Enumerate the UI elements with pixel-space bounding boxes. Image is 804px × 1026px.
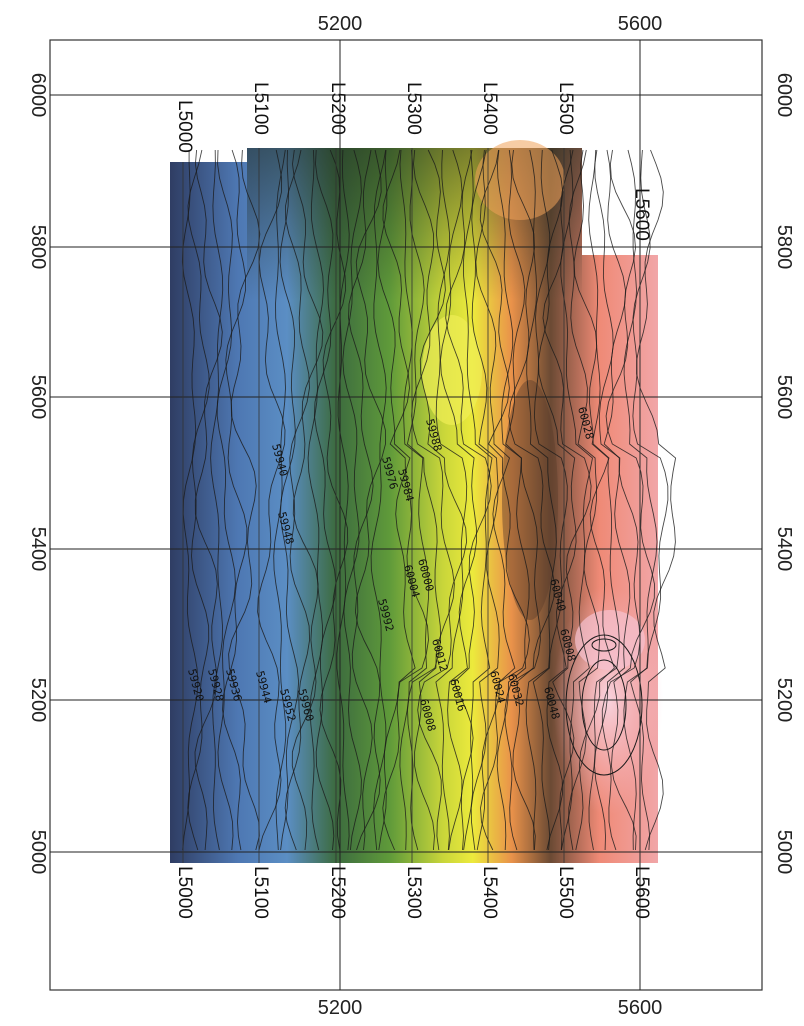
northing-tick-left: 5000 <box>27 830 49 875</box>
contour-line <box>496 149 530 851</box>
contour-line <box>594 149 631 851</box>
easting-tick-bottom: 5600 <box>618 997 663 1019</box>
contour-line <box>417 149 468 851</box>
contour-line <box>504 149 541 851</box>
contour-line <box>479 149 530 851</box>
contour-line <box>336 149 350 851</box>
contour-line <box>470 149 500 851</box>
contour-line <box>445 149 492 851</box>
survey-line-label-top: L5300 <box>403 82 424 135</box>
survey-line-label-top: L5400 <box>479 82 500 135</box>
survey-line-label-top: L5500 <box>555 82 576 135</box>
easting-tick-top: 5200 <box>318 13 363 35</box>
northing-tick-right: 5800 <box>773 225 795 270</box>
contour-line <box>588 149 620 851</box>
contour-line <box>411 149 455 851</box>
contour-line <box>257 149 286 851</box>
map-frame <box>49 39 763 991</box>
contour-line-closed <box>581 659 627 751</box>
survey-line-label-top: L5100 <box>250 82 271 135</box>
survey-line-label-bottom: L5100 <box>250 866 271 919</box>
survey-line-label-bottom: L5400 <box>479 866 500 919</box>
survey-line-label-bottom: L5600 <box>631 866 652 919</box>
contour-line <box>377 149 416 851</box>
survey-line-label-top: L5600 <box>631 188 652 241</box>
contour-line <box>623 149 658 851</box>
survey-line-label-top: L5000 <box>174 100 195 153</box>
color-field <box>170 140 663 863</box>
survey-line-label-bottom: L5000 <box>174 866 195 919</box>
easting-tick-bottom: 5200 <box>318 997 363 1019</box>
contour-line <box>605 149 655 851</box>
contour-line <box>370 149 387 851</box>
contour-line <box>532 149 568 851</box>
survey-line-label-bottom: L5200 <box>327 866 348 919</box>
contour-line <box>406 149 442 851</box>
contour-line <box>542 149 592 851</box>
contour-line <box>279 149 300 851</box>
axis-tick-labels: 5200 5600 5200 5600 6000 5800 5600 5400 5200 5000… <box>27 13 795 1019</box>
northing-tick-right: 5600 <box>773 375 795 420</box>
easting-tick-top: 5600 <box>618 13 663 35</box>
northing-tick-left: 5200 <box>27 678 49 723</box>
contour-line <box>475 149 516 851</box>
contour-line <box>210 149 224 851</box>
contour-line <box>307 149 324 851</box>
contour-line <box>560 149 593 851</box>
contour-line <box>194 149 223 851</box>
contour-line <box>399 149 430 851</box>
survey-line-label-top: L5200 <box>327 82 348 135</box>
northing-tick-right: 5200 <box>773 678 795 723</box>
contour-line <box>435 149 468 851</box>
survey-line-label-bottom: L5300 <box>403 866 424 919</box>
northing-tick-left: 6000 <box>27 73 49 118</box>
contour-line <box>342 149 362 851</box>
contour-line <box>508 149 556 851</box>
contour-line <box>440 149 477 851</box>
contour-line <box>354 149 386 851</box>
contour-line <box>630 149 669 851</box>
contour-line <box>525 149 557 851</box>
contour-line-closed <box>565 634 643 776</box>
survey-line-labels: L5000 L5100 L5200 L5300 L5400 L5500 L5600 L5000… <box>174 82 652 919</box>
contour-lines <box>181 149 677 851</box>
contour-line <box>319 149 349 851</box>
northing-tick-left: 5600 <box>27 375 49 420</box>
contour-line <box>284 149 311 851</box>
contour-line <box>187 149 210 851</box>
survey-line-label-bottom: L5500 <box>555 866 576 919</box>
contour-line <box>291 149 324 851</box>
northing-tick-left: 5800 <box>27 225 49 270</box>
contour-line <box>538 149 577 851</box>
contour-line <box>228 149 261 851</box>
contour-line <box>636 149 677 851</box>
contour-line <box>216 149 236 851</box>
northing-tick-right: 5000 <box>773 830 795 875</box>
northing-tick-right: 6000 <box>773 73 795 118</box>
contour-line-closed <box>591 638 617 652</box>
contour-line <box>222 149 248 851</box>
contour-line <box>313 149 337 851</box>
northing-tick-left: 5400 <box>27 527 49 572</box>
contour-line <box>462 149 493 851</box>
contour-line <box>348 149 374 851</box>
contour-line <box>382 149 429 851</box>
northing-tick-right: 5400 <box>773 527 795 572</box>
contour-line <box>601 149 641 851</box>
